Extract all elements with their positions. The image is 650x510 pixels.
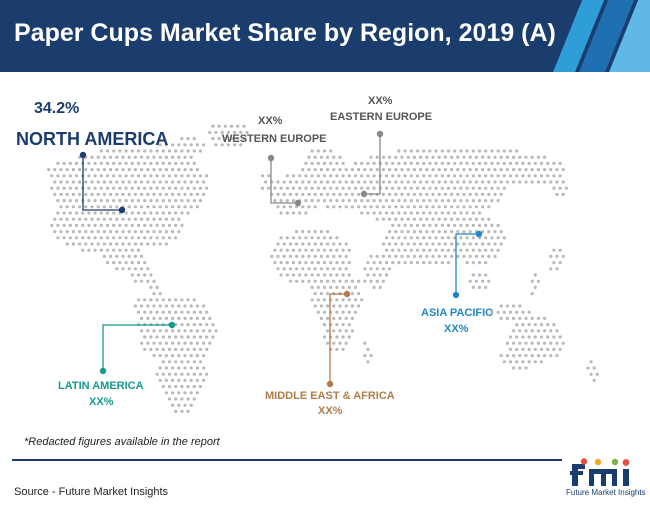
dotted-world-map bbox=[47, 124, 599, 413]
world-map-area bbox=[0, 72, 650, 432]
latin-america-label: LATIN AMERICA bbox=[58, 380, 144, 392]
asia-pacific-marker bbox=[452, 291, 460, 299]
north-america-leader bbox=[82, 155, 122, 211]
eastern-europe-marker bbox=[376, 130, 384, 138]
north-america-label: NORTH AMERICA bbox=[16, 129, 169, 149]
western-europe-marker bbox=[267, 154, 275, 162]
title-banner: Paper Cups Market Share by Region, 2019 … bbox=[0, 0, 650, 72]
asia-pacific-label: ASIA PACIFIC bbox=[421, 307, 494, 319]
western-europe-leader bbox=[270, 158, 298, 204]
eastern-europe-share: XX% bbox=[368, 95, 393, 107]
fmi-logo: Future Market Insights bbox=[566, 458, 646, 504]
latin-america-share: XX% bbox=[89, 396, 114, 408]
western-europe-label: WESTERN EUROPE bbox=[222, 133, 327, 145]
north-america-marker bbox=[118, 206, 126, 214]
redaction-footnote: *Redacted figures available in the repor… bbox=[24, 436, 220, 448]
north-america-share: 34.2% bbox=[34, 100, 80, 117]
middle-east-africa-share: XX% bbox=[318, 405, 343, 417]
latin-america-marker bbox=[168, 321, 176, 329]
north-america-marker bbox=[79, 151, 87, 159]
western-europe-marker bbox=[294, 199, 302, 207]
fmi-logo-text: Future Market Insights bbox=[566, 488, 646, 497]
middle-east-africa-leader bbox=[329, 293, 347, 384]
fmi-logo-mark bbox=[570, 458, 630, 486]
western-europe-share: XX% bbox=[258, 115, 283, 127]
map-dots bbox=[47, 124, 599, 413]
asia-pacific-marker bbox=[475, 230, 483, 238]
footer-divider bbox=[12, 459, 562, 461]
middle-east-africa-label: MIDDLE EAST & AFRICA bbox=[265, 390, 395, 402]
latin-america-marker bbox=[99, 367, 107, 375]
asia-pacific-leader bbox=[455, 233, 479, 295]
page-title: Paper Cups Market Share by Region, 2019 … bbox=[14, 19, 556, 47]
eastern-europe-leader bbox=[364, 134, 381, 195]
source-note: Source - Future Market Insights bbox=[14, 486, 169, 498]
eastern-europe-marker bbox=[360, 190, 368, 198]
middle-east-africa-marker bbox=[326, 380, 334, 388]
eastern-europe-label: EASTERN EUROPE bbox=[330, 111, 433, 123]
middle-east-africa-marker bbox=[343, 290, 351, 298]
asia-pacific-share: XX% bbox=[444, 323, 469, 335]
latin-america-leader bbox=[102, 324, 172, 371]
